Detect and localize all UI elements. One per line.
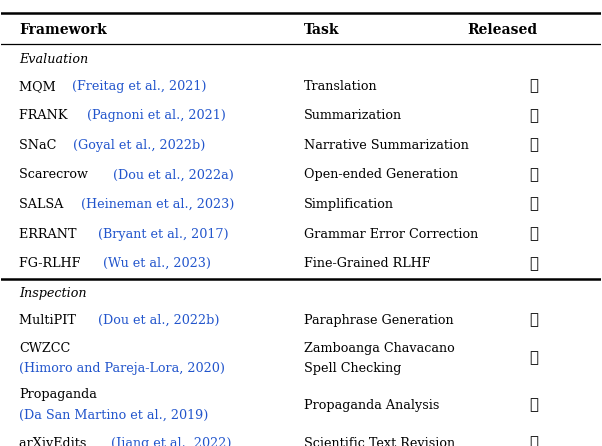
Text: Summarization: Summarization — [304, 109, 402, 122]
Text: ERRANT: ERRANT — [19, 227, 81, 241]
Text: (Heineman et al., 2023): (Heineman et al., 2023) — [81, 198, 235, 211]
Text: Released: Released — [468, 23, 538, 37]
Text: (Pagnoni et al., 2021): (Pagnoni et al., 2021) — [87, 109, 226, 122]
Text: MQM: MQM — [19, 80, 60, 93]
Text: ✓: ✓ — [529, 79, 538, 93]
Text: Spell Checking: Spell Checking — [304, 362, 402, 375]
Text: Evaluation: Evaluation — [19, 53, 88, 66]
Text: (Jiang et al., 2022): (Jiang et al., 2022) — [111, 437, 232, 446]
Text: (Goyal et al., 2022b): (Goyal et al., 2022b) — [72, 139, 205, 152]
Text: CWZCC: CWZCC — [19, 342, 70, 355]
Text: Inspection: Inspection — [19, 287, 87, 300]
Text: Open-ended Generation: Open-ended Generation — [304, 169, 458, 182]
Text: (Da San Martino et al., 2019): (Da San Martino et al., 2019) — [19, 409, 209, 422]
Text: Scarecrow: Scarecrow — [19, 169, 92, 182]
Text: MultiPIT: MultiPIT — [19, 314, 80, 327]
Text: ✓: ✓ — [529, 436, 538, 446]
Text: (Wu et al., 2023): (Wu et al., 2023) — [104, 257, 211, 270]
Text: ✓: ✓ — [529, 168, 538, 182]
Text: (Dou et al., 2022b): (Dou et al., 2022b) — [98, 314, 219, 327]
Text: ✗: ✗ — [529, 227, 538, 241]
Text: arXivEdits: arXivEdits — [19, 437, 91, 446]
Text: ✓: ✓ — [529, 398, 538, 412]
Text: ✓: ✓ — [529, 198, 538, 211]
Text: Fine-Grained RLHF: Fine-Grained RLHF — [304, 257, 430, 270]
Text: ✓: ✓ — [529, 109, 538, 123]
Text: ✓: ✓ — [529, 138, 538, 153]
Text: Propaganda: Propaganda — [19, 388, 98, 401]
Text: (Dou et al., 2022a): (Dou et al., 2022a) — [113, 169, 234, 182]
Text: FG-RLHF: FG-RLHF — [19, 257, 85, 270]
Text: ✗: ✗ — [529, 314, 538, 327]
Text: SNaC: SNaC — [19, 139, 61, 152]
Text: Scientific Text Revision: Scientific Text Revision — [304, 437, 455, 446]
Text: ✓: ✓ — [529, 257, 538, 271]
Text: (Freitag et al., 2021): (Freitag et al., 2021) — [72, 80, 206, 93]
Text: SALSA: SALSA — [19, 198, 68, 211]
Text: (Bryant et al., 2017): (Bryant et al., 2017) — [98, 227, 229, 241]
Text: ✗: ✗ — [529, 351, 538, 366]
Text: FRANK: FRANK — [19, 109, 72, 122]
Text: Narrative Summarization: Narrative Summarization — [304, 139, 469, 152]
Text: Framework: Framework — [19, 23, 107, 37]
Text: Propaganda Analysis: Propaganda Analysis — [304, 399, 439, 412]
Text: Grammar Error Correction: Grammar Error Correction — [304, 227, 478, 241]
Text: Zamboanga Chavacano: Zamboanga Chavacano — [304, 342, 455, 355]
Text: Paraphrase Generation: Paraphrase Generation — [304, 314, 454, 327]
Text: Simplification: Simplification — [304, 198, 394, 211]
Text: Translation: Translation — [304, 80, 377, 93]
Text: (Himoro and Pareja-Lora, 2020): (Himoro and Pareja-Lora, 2020) — [19, 362, 225, 375]
Text: Task: Task — [304, 23, 340, 37]
